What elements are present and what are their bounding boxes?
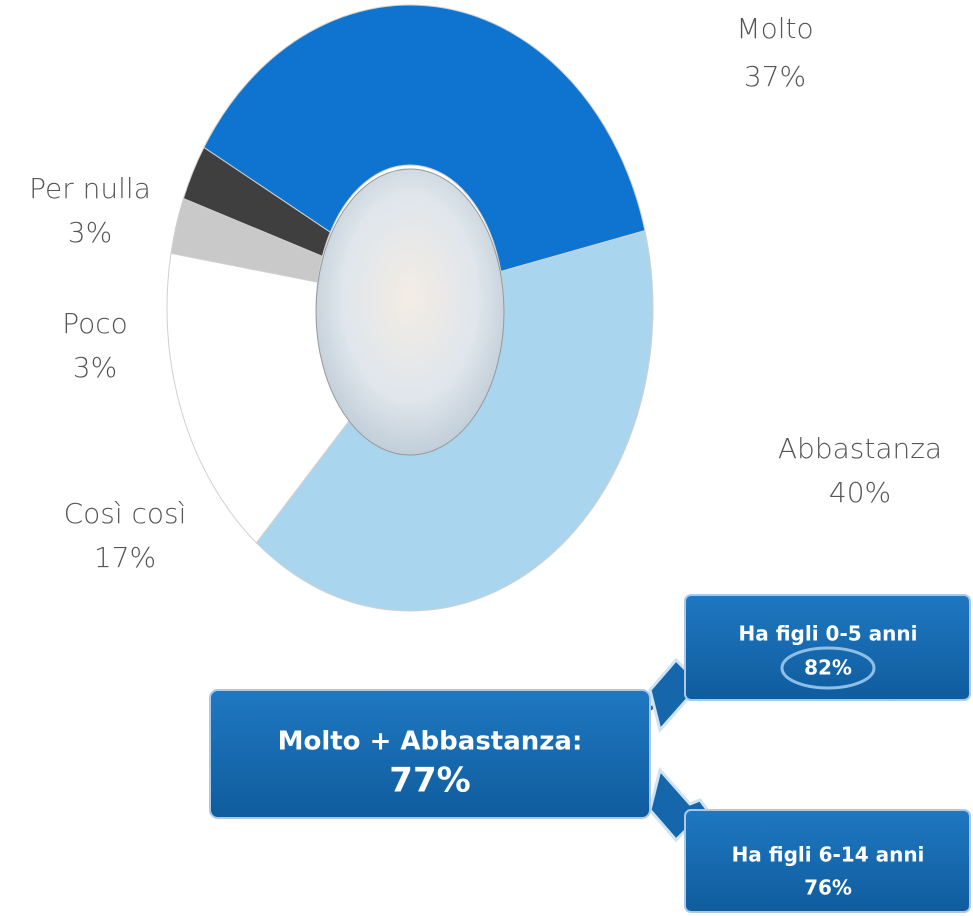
slice-label: Per nulla — [29, 172, 151, 205]
group1-label: Ha figli 0-5 anni — [739, 622, 918, 646]
slice-label: Abbastanza — [778, 432, 942, 465]
slice-label: Molto — [736, 12, 813, 45]
chart: Molto + Abbastanza: 77% Ha figli 0-5 ann… — [0, 0, 973, 916]
center-photo — [316, 169, 504, 455]
slice-value: 37% — [744, 60, 806, 93]
group1-value: 82% — [804, 656, 852, 680]
total-value: 77% — [389, 761, 470, 801]
slice-value: 3% — [73, 351, 117, 384]
slice-value: 40% — [829, 476, 891, 509]
total-label: Molto + Abbastanza: — [278, 727, 583, 757]
group2-label: Ha figli 6-14 anni — [732, 843, 925, 867]
slice-value: 17% — [94, 541, 156, 574]
slice-label: Così così — [64, 497, 187, 530]
group2-value: 76% — [804, 876, 852, 900]
slice-label: Poco — [62, 307, 128, 340]
slice-value: 3% — [68, 216, 112, 249]
